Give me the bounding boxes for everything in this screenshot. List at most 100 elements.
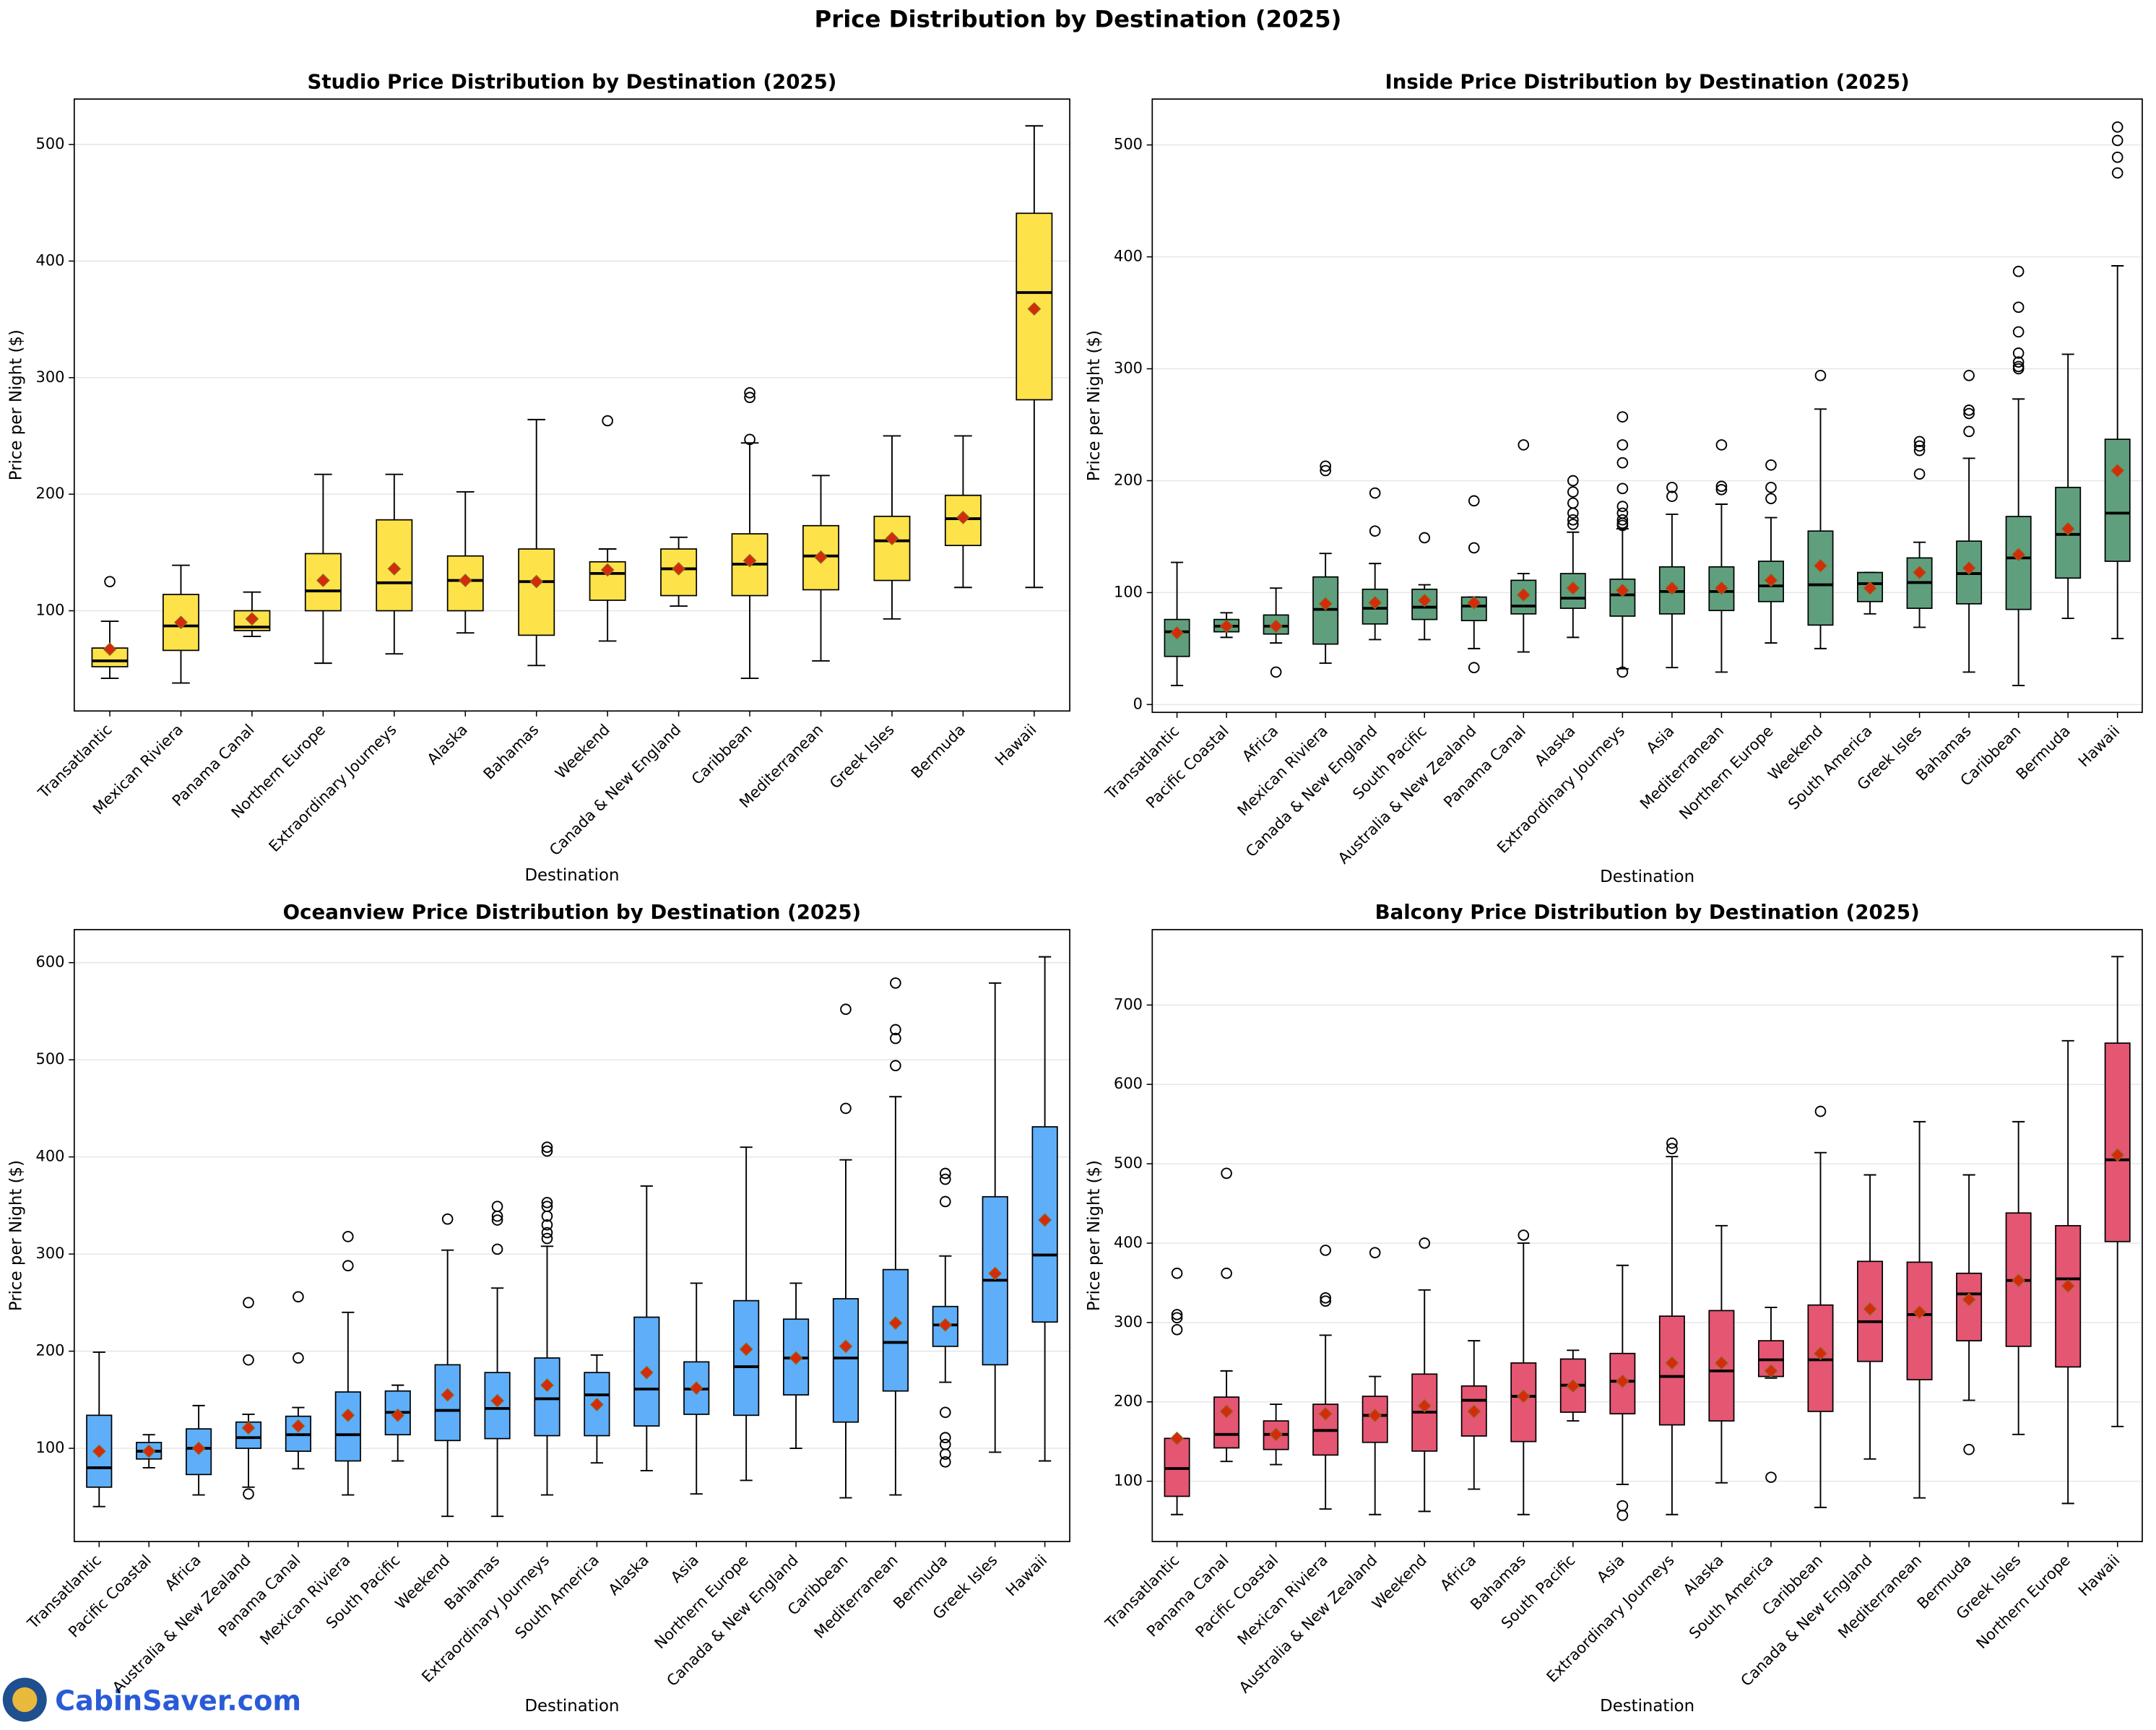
mean-marker (1516, 588, 1531, 602)
flier (441, 1213, 454, 1225)
mean-marker (174, 615, 188, 630)
flier (293, 1352, 304, 1364)
plot-frame (1151, 98, 2143, 714)
flier (541, 1232, 553, 1245)
flier (1221, 1167, 1232, 1180)
y-tick-label: 0 (1133, 695, 1143, 712)
flier (1913, 468, 1926, 480)
box (2055, 1224, 2082, 1368)
y-tick-label: 400 (36, 1148, 65, 1165)
flier (1616, 666, 1629, 678)
box (1658, 1315, 1685, 1426)
mean-marker (789, 1351, 803, 1365)
y-tick-label: 300 (36, 368, 65, 386)
flier (491, 1214, 503, 1226)
flier (1963, 1443, 1975, 1456)
flier (2111, 167, 2123, 179)
box (832, 1298, 860, 1423)
mean-marker (1764, 573, 1778, 587)
mean-marker (1467, 1404, 1481, 1419)
panel-title: Inside Price Distribution by Destination… (1385, 69, 1909, 93)
mean-marker (1913, 1305, 1926, 1319)
mean-marker (1219, 1404, 1234, 1419)
y-axis-label: Price per Night ($) (7, 329, 25, 480)
flier (1913, 444, 1926, 457)
mean-marker (1615, 1374, 1629, 1388)
y-axis-label: Price per Night ($) (7, 1160, 25, 1311)
mean-marker (2110, 464, 2125, 477)
flier (541, 1145, 553, 1157)
flier (1765, 1471, 1777, 1483)
mean-marker (1566, 581, 1580, 595)
mean-marker (241, 1421, 256, 1435)
box (2104, 438, 2131, 562)
flier (2012, 265, 2025, 277)
flier (1419, 1237, 1431, 1249)
y-tick-label: 300 (1114, 360, 1143, 377)
flier (2111, 134, 2123, 147)
flier (1369, 487, 1381, 499)
flier (1666, 490, 1678, 502)
mean-marker (814, 550, 828, 564)
mean-marker (1417, 593, 1432, 607)
flier (1616, 1510, 1629, 1521)
y-tick-label: 100 (36, 602, 65, 619)
mean-marker (1219, 619, 1234, 633)
mean-marker (639, 1365, 654, 1380)
mean-marker (988, 1266, 1003, 1281)
mean-marker (839, 1339, 853, 1354)
mean-marker (441, 1388, 455, 1402)
y-tick-label: 100 (36, 1439, 65, 1456)
mean-marker (1318, 597, 1333, 611)
flier (1567, 486, 1579, 498)
mean-marker (1269, 619, 1283, 633)
flier (1171, 1267, 1183, 1279)
mean-marker (1764, 1364, 1778, 1378)
flier (2012, 347, 2025, 359)
box (518, 548, 555, 636)
flier (1567, 475, 1579, 487)
flier (939, 1432, 951, 1444)
flier (243, 1488, 254, 1500)
mean-marker (600, 563, 615, 577)
flier (1765, 481, 1777, 493)
flier (1715, 480, 1728, 493)
flier (2012, 301, 2025, 313)
flier (890, 977, 901, 989)
flier (2012, 356, 2025, 368)
flier (1320, 1292, 1331, 1304)
box (334, 1391, 361, 1462)
flier (1666, 1137, 1678, 1149)
y-tick-label: 200 (1114, 1393, 1143, 1410)
flier (1320, 464, 1331, 477)
y-axis-label: Price per Night ($) (1085, 330, 1104, 481)
mean-marker (1962, 1292, 1976, 1307)
mean-marker (1913, 566, 1926, 579)
flier (1171, 1323, 1183, 1336)
suptitle: Price Distribution by Destination (2025) (815, 6, 1342, 33)
y-axis-label: Price per Night ($) (1085, 1160, 1104, 1311)
flier (2012, 363, 2025, 375)
mean-marker (458, 574, 472, 587)
flier (744, 386, 756, 399)
y-tick-label: 200 (1114, 471, 1143, 488)
mean-marker (291, 1419, 306, 1433)
mean-marker (1615, 583, 1629, 597)
flier (2012, 326, 2025, 338)
mean-marker (2061, 522, 2075, 536)
panel-title: Balcony Price Distribution by Destinatio… (1375, 900, 1920, 924)
flier (541, 1227, 553, 1239)
box (873, 515, 911, 581)
flier (1715, 484, 1728, 496)
mean-marker (103, 642, 117, 657)
mean-marker (1170, 1431, 1184, 1445)
logo: CabinSaver.com (2, 1677, 301, 1722)
x-axis-label: Destination (1600, 868, 1694, 886)
mean-marker (1715, 581, 1728, 595)
y-tick-label: 300 (1114, 1313, 1143, 1331)
mean-marker (341, 1408, 355, 1422)
mean-marker (2012, 1273, 2026, 1288)
y-tick-label: 100 (1114, 1472, 1143, 1489)
